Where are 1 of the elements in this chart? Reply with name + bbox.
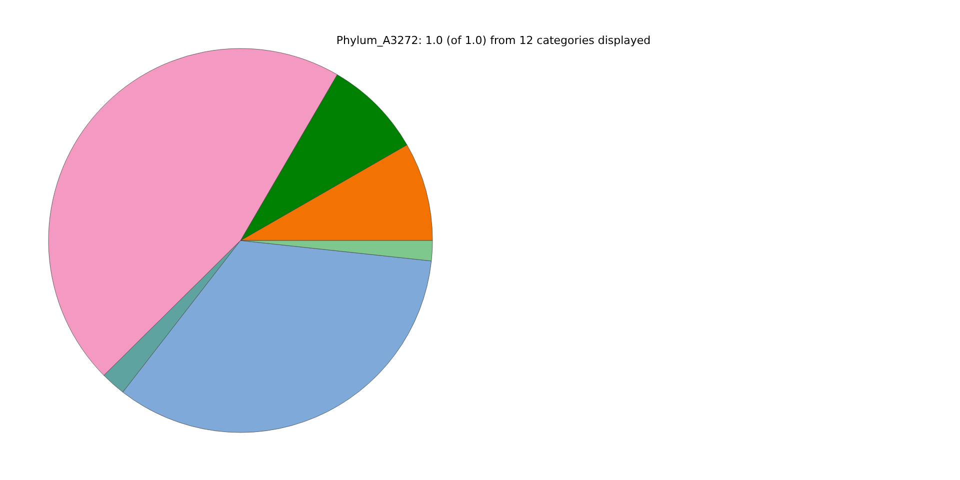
text: Phylum_A3272: 1.0 (of 1.0) from 12 categories displayed [336, 34, 651, 47]
